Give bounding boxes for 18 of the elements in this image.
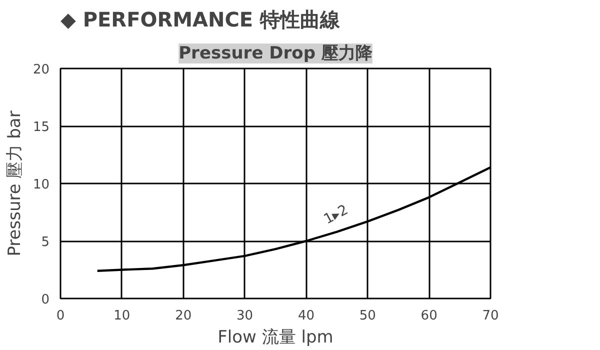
y-tick-label: 0 xyxy=(41,292,50,308)
y-axis-title: Pressure 壓力 bar xyxy=(4,110,25,256)
y-tick-label: 15 xyxy=(32,120,50,135)
y-tick-label: 5 xyxy=(41,235,50,250)
x-tick-label: 30 xyxy=(236,308,254,324)
x-tick-label: 20 xyxy=(175,308,192,324)
y-tick-label: 10 xyxy=(32,178,50,192)
x-axis-title: Flow 流量 lpm xyxy=(218,328,334,348)
y-tick-label: 20 xyxy=(32,62,50,78)
chart-title: ◆ PERFORMANCE 特性曲線 xyxy=(60,8,342,32)
x-tick-label: 70 xyxy=(482,308,499,324)
x-tick-label: 10 xyxy=(114,308,130,324)
x-tick-label: 50 xyxy=(359,308,376,324)
x-tick-label: 40 xyxy=(298,308,314,324)
x-tick-label: 0 xyxy=(56,308,65,324)
x-tick-label: 60 xyxy=(420,308,438,324)
annotation: 1▸2 xyxy=(321,202,351,228)
chart-subtitle: Pressure Drop 壓力降 xyxy=(178,44,374,64)
